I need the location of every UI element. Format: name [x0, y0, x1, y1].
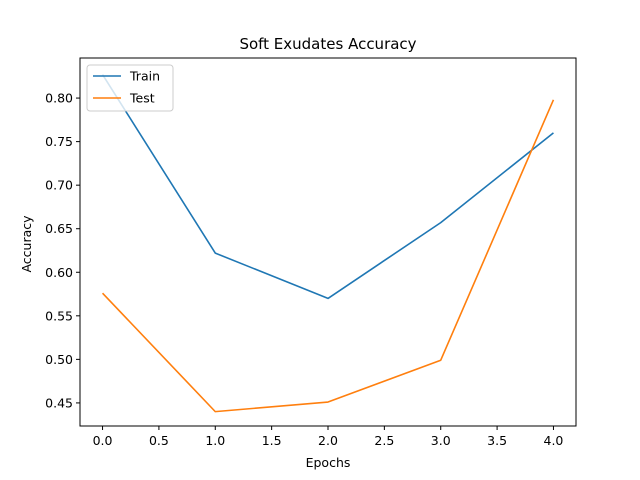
y-tick-label: 0.65: [45, 221, 73, 236]
legend-label-train: Train: [129, 69, 160, 84]
series-line-train: [101, 74, 554, 300]
x-tick-label: 1.0: [205, 433, 225, 448]
x-tick-label: 2.5: [374, 433, 394, 448]
x-axis-label: Epochs: [306, 455, 351, 470]
legend-label-test: Test: [129, 91, 155, 106]
y-tick-label: 0.45: [45, 395, 73, 410]
x-tick-label: 1.5: [262, 433, 282, 448]
x-tick-label: 3.0: [431, 433, 451, 448]
chart-title: Soft Exudates Accuracy: [239, 35, 416, 53]
x-tick-label: 0.5: [149, 433, 169, 448]
plot-frame: [79, 57, 577, 427]
legend: Train Test: [86, 64, 174, 112]
x-tick-label: 0.0: [93, 433, 113, 448]
y-tick-label: 0.55: [45, 308, 73, 323]
series-line-test: [101, 99, 555, 413]
y-tick-label: 0.70: [45, 178, 73, 193]
x-tick-label: 2.0: [318, 433, 338, 448]
plot-area: [79, 57, 577, 427]
y-tick-label: 0.80: [45, 91, 73, 106]
y-tick-label: 0.75: [45, 134, 73, 149]
series-lines: [101, 74, 555, 413]
y-tick-label: 0.60: [45, 265, 73, 280]
x-tick-label: 3.5: [487, 433, 507, 448]
y-axis-ticks: 0.45 0.50 0.55 0.60 0.65 0.70 0.75 0.80: [45, 91, 80, 410]
y-axis-label: Accuracy: [19, 215, 34, 273]
x-tick-label: 4.0: [544, 433, 564, 448]
x-axis-ticks: 0.0 0.5 1.0 1.5 2.0 2.5 3.0 3.5 4.0: [93, 426, 564, 448]
y-tick-label: 0.50: [45, 352, 73, 367]
